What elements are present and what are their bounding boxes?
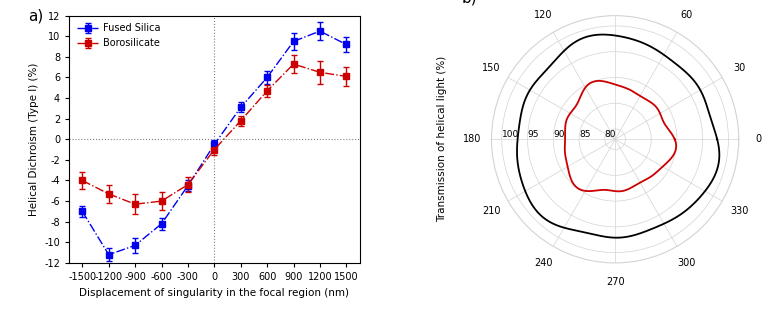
X-axis label: Displacement of singularity in the focal region (nm): Displacement of singularity in the focal… [79,288,349,297]
Legend: Fused Silica, Borosilicate: Fused Silica, Borosilicate [74,21,164,51]
Y-axis label: Helical Dichroism (Type I) (%): Helical Dichroism (Type I) (%) [28,63,38,216]
Text: b): b) [462,0,478,6]
Text: a): a) [28,8,44,23]
Text: Transmission of helical light (%): Transmission of helical light (%) [437,56,447,223]
